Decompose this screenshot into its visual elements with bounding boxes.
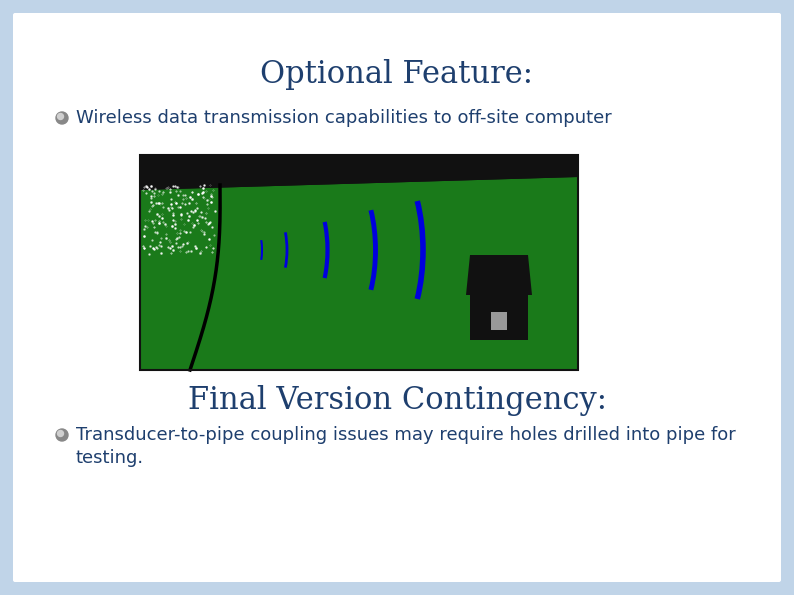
Bar — [470, 295, 528, 340]
Polygon shape — [140, 155, 578, 190]
Text: Final Version Contingency:: Final Version Contingency: — [187, 384, 607, 415]
Text: Wireless data transmission capabilities to off-site computer: Wireless data transmission capabilities … — [76, 109, 611, 127]
Bar — [491, 312, 507, 330]
Circle shape — [56, 112, 68, 124]
Text: testing.: testing. — [76, 449, 145, 467]
Text: Transducer-to-pipe coupling issues may require holes drilled into pipe for: Transducer-to-pipe coupling issues may r… — [76, 426, 736, 444]
Text: Optional Feature:: Optional Feature: — [260, 60, 534, 90]
Polygon shape — [466, 255, 532, 295]
FancyBboxPatch shape — [13, 13, 781, 582]
Circle shape — [56, 429, 68, 441]
Bar — [140, 155, 578, 370]
Circle shape — [57, 114, 64, 120]
Bar — [140, 155, 578, 370]
Circle shape — [57, 431, 64, 437]
Polygon shape — [140, 155, 578, 190]
